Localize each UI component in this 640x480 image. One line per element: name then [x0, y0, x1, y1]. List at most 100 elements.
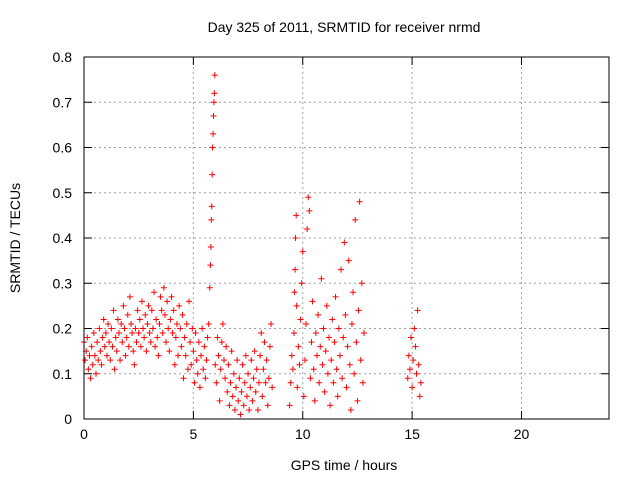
data-point	[95, 357, 102, 364]
data-point	[261, 339, 268, 346]
data-point	[141, 334, 148, 341]
data-point	[161, 311, 168, 318]
data-point	[308, 339, 315, 346]
data-point	[306, 207, 313, 214]
y-tick-label: 0.8	[53, 49, 73, 65]
x-tick-label: 5	[189, 426, 197, 442]
data-point	[239, 361, 246, 368]
data-point	[187, 339, 194, 346]
data-point	[253, 366, 260, 373]
data-point	[106, 339, 113, 346]
data-point	[213, 379, 220, 386]
data-point	[153, 316, 160, 323]
data-point	[252, 388, 259, 395]
data-point	[294, 384, 301, 391]
data-point	[327, 402, 334, 409]
data-point	[250, 375, 257, 382]
data-point	[336, 352, 343, 359]
data-point	[340, 334, 347, 341]
data-point	[259, 393, 266, 400]
data-point	[415, 361, 422, 368]
data-point	[322, 348, 329, 355]
data-point	[310, 366, 317, 373]
data-point	[149, 325, 156, 332]
data-point	[248, 357, 255, 364]
data-point	[221, 357, 227, 364]
data-point	[300, 393, 307, 400]
data-point	[135, 330, 142, 337]
data-point	[243, 393, 250, 400]
data-point	[412, 343, 419, 350]
data-point	[97, 348, 104, 355]
data-point	[351, 370, 358, 377]
data-point	[339, 375, 346, 382]
data-point	[305, 194, 312, 201]
data-point	[184, 366, 191, 373]
data-point	[205, 320, 212, 327]
data-point	[356, 198, 363, 205]
data-point	[361, 330, 367, 337]
data-point	[238, 388, 245, 395]
data-point	[137, 343, 144, 350]
data-point	[121, 325, 128, 332]
data-point	[241, 379, 248, 386]
data-point	[119, 339, 126, 346]
data-point	[404, 375, 411, 382]
data-point	[291, 330, 297, 337]
data-point	[324, 370, 331, 377]
data-point	[142, 311, 149, 318]
data-point	[147, 339, 154, 346]
data-point	[350, 289, 357, 296]
data-point	[417, 379, 424, 386]
data-point	[211, 72, 218, 79]
data-point	[210, 112, 217, 119]
data-point	[116, 330, 122, 337]
data-point	[210, 99, 217, 106]
data-point	[234, 357, 241, 364]
y-tick-label: 0.2	[53, 321, 73, 337]
data-point	[217, 366, 224, 373]
axis-ticks	[83, 56, 609, 420]
data-point	[224, 388, 231, 395]
data-point	[183, 320, 190, 327]
data-point	[291, 289, 298, 296]
data-point	[359, 379, 366, 386]
data-point	[208, 203, 215, 210]
data-point	[170, 307, 177, 314]
data-point	[330, 379, 337, 386]
data-point	[262, 379, 269, 386]
data-point	[303, 320, 310, 327]
data-point	[214, 334, 221, 341]
data-point	[191, 379, 198, 386]
data-point	[344, 343, 351, 350]
data-point	[208, 216, 215, 223]
data-point	[245, 370, 252, 377]
data-point	[411, 325, 418, 332]
data-point	[304, 225, 311, 232]
data-point	[233, 384, 240, 391]
data-point	[345, 257, 352, 264]
data-point	[338, 266, 345, 273]
data-point	[182, 352, 189, 359]
data-point	[235, 397, 242, 404]
data-point	[203, 357, 210, 364]
data-point	[209, 144, 216, 151]
data-point	[266, 343, 273, 350]
data-point	[287, 379, 294, 386]
data-point	[108, 325, 115, 332]
data-point	[289, 366, 296, 373]
data-point	[353, 339, 360, 346]
data-point	[186, 298, 192, 305]
data-point	[247, 384, 254, 391]
data-point	[296, 361, 303, 368]
x-tick-labels: 0 5 10 15 20	[80, 426, 529, 442]
data-point	[406, 366, 413, 373]
data-point	[202, 375, 209, 382]
data-point	[195, 339, 202, 346]
data-point	[264, 402, 271, 409]
data-point	[292, 266, 299, 273]
data-point	[326, 334, 332, 341]
data-point	[405, 352, 412, 359]
y-tick-label: 0.3	[53, 275, 73, 291]
